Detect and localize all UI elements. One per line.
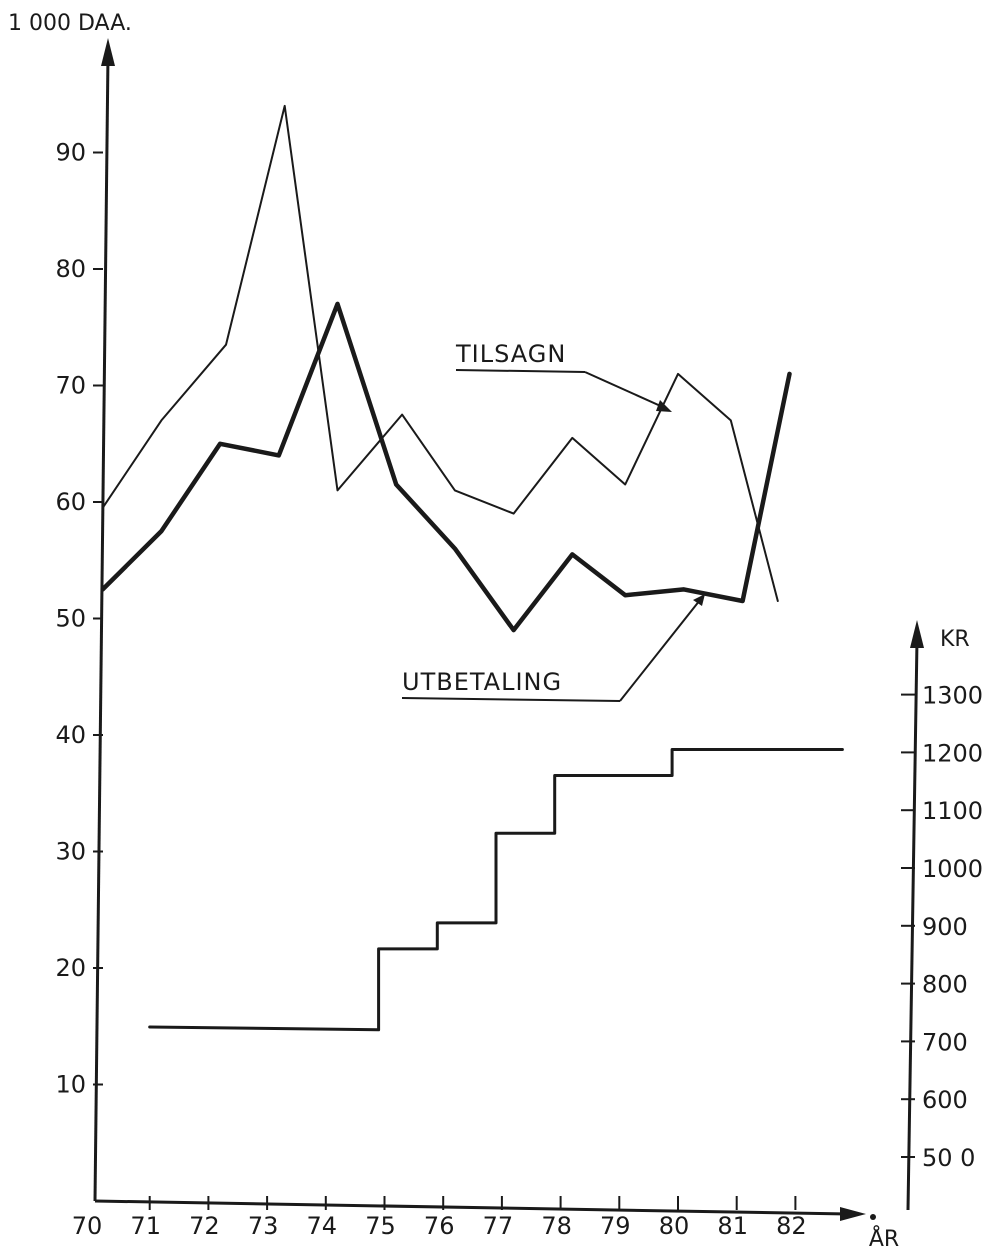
x-axis-tick-label: 78	[541, 1212, 572, 1240]
series-label-utbetaling: UTBETALING	[402, 668, 562, 696]
x-axis-label-dot	[870, 1214, 876, 1220]
left-axis-tick-label: 20	[55, 954, 86, 982]
axis-labels: 10 20 30 40 50 60 70 80 90 50 0 600 700 800 900 1000 11…	[8, 11, 983, 1251]
x-axis-tick-label: 81	[717, 1212, 748, 1240]
right-axis-tick-label: 50 0	[922, 1144, 975, 1172]
x-axis-arrow-icon	[840, 1207, 866, 1221]
tilsagn-leader-line	[584, 371, 666, 409]
utbetaling-leader-line	[619, 599, 701, 702]
series-annotations: TILSAGN UTBETALING	[401, 340, 705, 702]
left-axis-tick-label: 50	[55, 605, 86, 633]
left-axis-tick-label: 90	[55, 139, 86, 167]
series-line-utbetaling	[100, 301, 792, 633]
left-axis-tick-label: 80	[55, 255, 86, 283]
right-axis-tick-label: 700	[922, 1028, 968, 1056]
left-axis-tick-label: 30	[55, 838, 86, 866]
x-axis-tick-label: 73	[248, 1212, 279, 1240]
x-axis-tick-label: 82	[776, 1212, 807, 1240]
left-axis-tick-label: 40	[55, 721, 86, 749]
series-line-tilsagn	[101, 104, 779, 602]
x-axis-line	[94, 1199, 849, 1216]
series-lines	[100, 104, 844, 1032]
right-axis-unit-label: KR	[940, 627, 970, 652]
series-label-tilsagn: TILSAGN	[455, 340, 566, 368]
left-axis-unit-label: 1 000 DAA.	[8, 11, 132, 36]
tilsagn-leader-arrow-icon	[656, 400, 672, 412]
x-axis-tick-label: 74	[307, 1212, 338, 1240]
x-axis-label: ÅR	[869, 1225, 899, 1251]
x-axis-tick-label: 75	[365, 1212, 396, 1240]
right-axis-tick-label: 1100	[922, 797, 983, 825]
left-axis-tick-label: 60	[55, 488, 86, 516]
axes	[93, 38, 924, 1221]
x-axis-tick-label: 77	[483, 1212, 514, 1240]
utbetaling-leader-arrow-icon	[693, 594, 705, 606]
utbetaling-label-underline	[401, 697, 621, 702]
x-axis-tick-label: 76	[424, 1212, 455, 1240]
right-axis-tick-label: 1300	[922, 682, 983, 710]
right-axis-tick-label: 800	[922, 971, 968, 999]
tick-marks	[93, 151, 915, 1210]
series-line-kr-step	[148, 748, 844, 1032]
right-axis-tick-label: 1200	[922, 739, 983, 767]
x-axis-tick-label: 72	[189, 1212, 220, 1240]
right-axis-arrow-icon	[910, 620, 924, 648]
x-axis-tick-label: 79	[600, 1212, 631, 1240]
left-axis-line	[93, 54, 110, 1202]
right-axis-tick-label: 1000	[922, 855, 983, 883]
x-axis-tick-label: 71	[130, 1212, 161, 1240]
right-axis-tick-label: 900	[922, 913, 968, 941]
x-axis-tick-label: 70	[72, 1212, 103, 1240]
left-axis-arrow-icon	[101, 38, 115, 66]
right-axis-tick-label: 600	[922, 1086, 968, 1114]
left-axis-tick-label: 10	[55, 1071, 86, 1099]
x-axis-tick-label: 80	[659, 1212, 690, 1240]
tilsagn-label-underline	[455, 369, 586, 373]
left-axis-tick-label: 70	[55, 372, 86, 400]
